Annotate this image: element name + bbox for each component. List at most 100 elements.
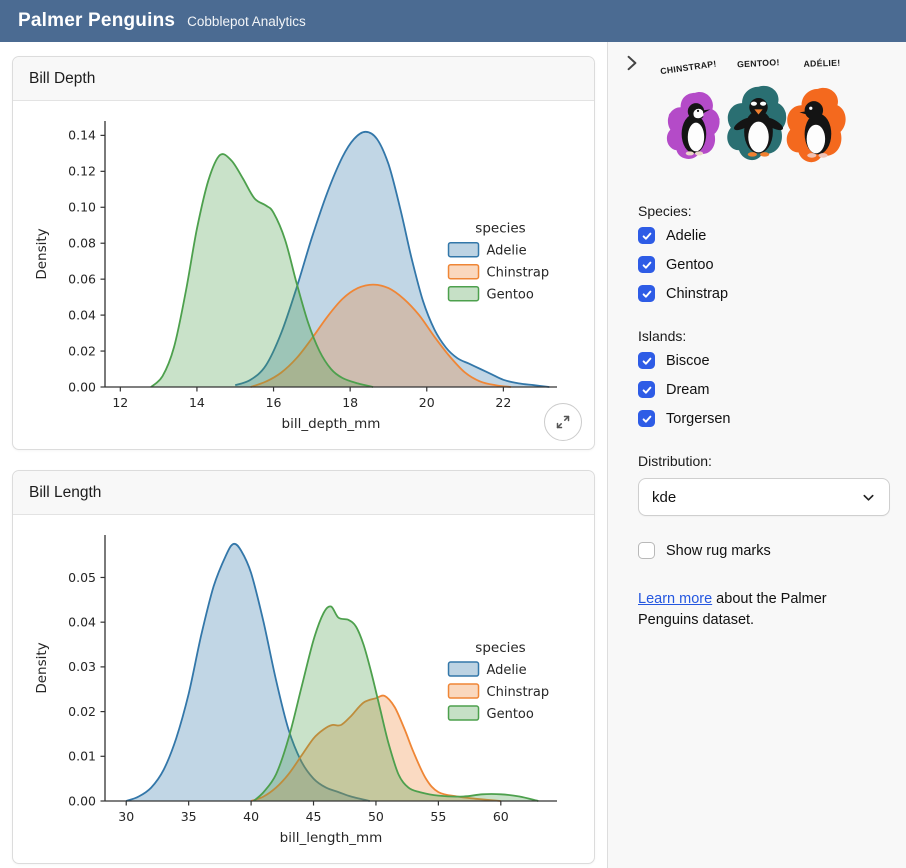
svg-text:0.01: 0.01 [68,749,96,764]
checkbox-adelie[interactable] [638,227,655,244]
checkbox-label: Torgersen [666,410,731,427]
checkbox-label: Biscoe [666,352,710,369]
checkbox-torgersen[interactable] [638,410,655,427]
card-header-bill-depth: Bill Depth [13,57,594,101]
islands-label: Islands: [638,328,687,344]
check-icon [642,415,651,423]
svg-text:50: 50 [368,809,384,824]
svg-text:0.14: 0.14 [68,128,96,143]
svg-text:0.08: 0.08 [68,236,96,251]
bill-depth-chart: 12 14 16 18 20 22 0.00 0.02 0.04 0.06 0.08 0.10 0.12… [34,121,557,432]
main-panel: Bill Depth 12 14 16 18 20 22 0.00 0.02 0.04 0.06 0… [0,42,607,868]
expand-button[interactable] [544,403,582,441]
distribution-selected-value: kde [652,488,677,506]
svg-text:35: 35 [181,809,197,824]
check-icon [642,290,651,298]
svg-text:20: 20 [419,395,435,410]
svg-text:bill_depth_mm: bill_depth_mm [282,416,381,432]
checkbox-chinstrap[interactable] [638,285,655,302]
gentoo-penguin [734,98,783,157]
checkbox-dream[interactable] [638,381,655,398]
svg-text:Chinstrap: Chinstrap [487,685,550,700]
species-group: Species: Adelie Gentoo [638,203,890,308]
svg-text:0.06: 0.06 [68,271,96,286]
check-icon [642,386,651,394]
svg-text:species: species [475,640,525,656]
checkbox-label: Gentoo [666,256,714,273]
splash-dot [713,116,720,123]
svg-text:0.12: 0.12 [68,164,96,179]
learn-more-link[interactable]: Learn more [638,591,713,607]
checkbox-label: Show rug marks [666,542,771,559]
sidebar: CHINSTRAP! GENTOO! ADÉLIE! Species: Adel… [607,42,906,868]
svg-text:species: species [475,221,525,237]
penguins-artwork: CHINSTRAP! GENTOO! ADÉLIE! [656,56,866,183]
svg-text:16: 16 [266,395,282,410]
svg-text:0.03: 0.03 [68,659,96,674]
islands-group: Islands: Biscoe Dream [638,328,890,433]
checkbox-row-biscoe[interactable]: Biscoe [638,346,890,375]
svg-text:Gentoo: Gentoo [487,707,534,722]
check-icon [642,232,651,240]
penguins-artwork-image: CHINSTRAP! GENTOO! ADÉLIE! [660,57,846,163]
splash-dot [780,110,786,117]
check-icon [642,357,651,365]
bill-length-chart: 30 35 40 45 50 55 60 0.00 0.01 0.02 0.03 0.04 0.05 bi… [34,535,557,846]
distribution-label: Distribution: [638,453,712,469]
expand-icon [556,415,570,429]
svg-text:45: 45 [306,809,322,824]
checkbox-row-adelie[interactable]: Adelie [638,221,890,250]
svg-text:55: 55 [430,809,446,824]
svg-text:Adelie: Adelie [487,244,527,259]
chevron-down-icon [863,494,874,501]
distribution-select[interactable]: kde [638,478,890,516]
svg-text:Chinstrap: Chinstrap [487,266,550,281]
card-bill-depth: Bill Depth 12 14 16 18 20 22 0.00 0.02 0.04 0.06 0… [12,56,595,450]
svg-text:Adelie: Adelie [487,663,527,678]
svg-text:0.04: 0.04 [68,614,96,629]
checkbox-gentoo[interactable] [638,256,655,273]
card-header-bill-length: Bill Length [13,471,594,515]
svg-text:0.00: 0.00 [68,379,96,394]
svg-text:22: 22 [495,395,511,410]
checkbox-row-dream[interactable]: Dream [638,375,890,404]
splash-dot [839,114,846,121]
rug-group: Show rug marks [638,536,890,565]
checkbox-label: Chinstrap [666,285,729,302]
card-body-bill-depth: 12 14 16 18 20 22 0.00 0.02 0.04 0.06 0.08 0.10 0.12… [13,101,594,449]
checkbox-row-gentoo[interactable]: Gentoo [638,250,890,279]
check-icon [642,261,651,269]
svg-text:18: 18 [342,395,358,410]
sidebar-collapse-button[interactable] [620,52,644,76]
dataset-note-text: about the Palmer Penguins dataset. [638,591,827,629]
app-title: Palmer Penguins [18,10,176,31]
chinstrap-label: CHINSTRAP! [660,58,718,76]
checkbox-row-torgersen[interactable]: Torgersen [638,404,890,433]
checkbox-row-rug[interactable]: Show rug marks [638,536,890,565]
splash-dot [668,112,674,119]
species-label: Species: [638,203,692,219]
checkbox-biscoe[interactable] [638,352,655,369]
svg-text:14: 14 [189,395,205,410]
svg-text:40: 40 [243,809,259,824]
adelie-penguin [799,101,832,158]
checkbox-row-chinstrap[interactable]: Chinstrap [638,279,890,308]
svg-text:bill_length_mm: bill_length_mm [280,830,383,846]
svg-text:0.04: 0.04 [68,307,96,322]
svg-text:12: 12 [112,395,128,410]
chinstrap-penguin [681,103,711,156]
svg-text:60: 60 [493,809,509,824]
svg-text:30: 30 [118,809,134,824]
checkbox-label: Adelie [666,227,707,244]
card-bill-length: Bill Length 30 35 40 45 50 55 60 0.00 0.01 0.02 0.… [12,470,595,864]
app-subtitle: Cobblepot Analytics [187,13,306,29]
svg-text:0.02: 0.02 [68,343,96,358]
adelie-label: ADÉLIE! [803,58,840,69]
svg-text:Density: Density [34,642,50,693]
checkbox-label: Dream [666,381,710,398]
card-body-bill-length: 30 35 40 45 50 55 60 0.00 0.01 0.02 0.03 0.04 0.05 bi… [13,515,594,863]
chevron-right-icon [627,55,637,70]
checkbox-rug[interactable] [638,542,655,559]
gentoo-label: GENTOO! [737,57,780,69]
